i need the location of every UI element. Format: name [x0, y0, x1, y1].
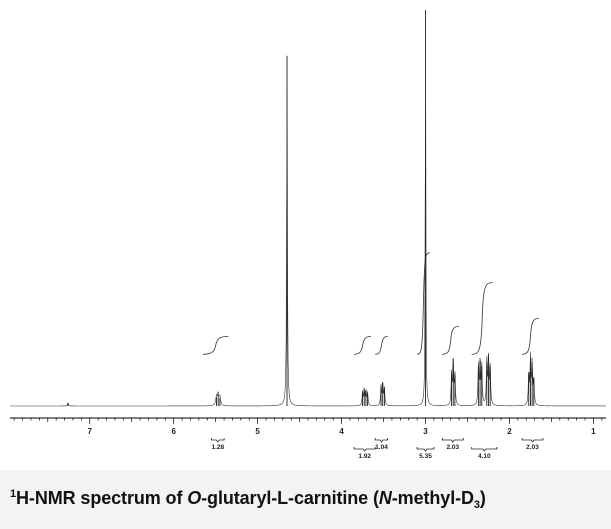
integration-value: 2.03 [526, 444, 539, 451]
integration-bracket [471, 447, 498, 452]
integral-curve [375, 336, 388, 355]
x-tick-label: 6 [171, 427, 176, 436]
caption-text-1: H-NMR spectrum of [16, 488, 188, 508]
caption-superscript: 1 [10, 488, 17, 500]
chart-caption: 1H-NMR spectrum of O-glutaryl-L-carnitin… [10, 488, 486, 511]
integration-bracket [441, 438, 464, 443]
integral-curves [203, 252, 539, 355]
integration-value: 1.92 [358, 453, 371, 460]
integral-curve [417, 252, 430, 355]
integration-bracket [521, 438, 544, 443]
x-tick-label: 2 [507, 427, 512, 436]
integration-bracket [416, 447, 435, 452]
integration-value: 1.28 [211, 444, 224, 451]
integral-curve [354, 336, 372, 355]
integration-value: 1.04 [375, 444, 388, 451]
nmr-plot: 7 6 5 4 3 2 1 1.28 1.92 1.04 5.35 2.03 4.10 2.03 [0, 0, 611, 470]
x-axis: 7 6 5 4 3 2 1 [10, 417, 606, 436]
x-tick-label: 7 [88, 427, 93, 436]
x-tick-label: 4 [339, 427, 344, 436]
caption-text-3: -methyl-D [391, 488, 474, 508]
integral-curve [203, 336, 229, 355]
x-tick-label: 1 [591, 427, 596, 436]
caption-subscript: 3 [473, 499, 480, 511]
integration-bracket [374, 438, 389, 443]
integral-curve [522, 318, 539, 355]
integration-value: 2.03 [446, 444, 459, 451]
caption-text-2: -glutaryl-L-carnitine ( [201, 488, 379, 508]
integration-brackets: 1.28 1.92 1.04 5.35 2.03 4.10 2.03 [211, 438, 544, 460]
caption-text-4: ) [479, 488, 486, 508]
integration-bracket [353, 447, 376, 452]
nmr-spectrum-chart: 7 6 5 4 3 2 1 1.28 1.92 1.04 5.35 2.03 4.10 2.03 [10, 9, 606, 460]
spectrum-baseline-trace [10, 84, 606, 407]
integration-bracket [211, 438, 225, 443]
integration-value: 4.10 [478, 453, 491, 460]
caption-italic-2: N [378, 488, 392, 508]
x-tick-label: 5 [255, 427, 260, 436]
integration-value: 5.35 [419, 453, 432, 460]
spectrum-trace [10, 9, 606, 407]
integral-curve [471, 282, 493, 355]
x-tick-label: 3 [423, 427, 428, 436]
caption-italic-1: O [187, 488, 202, 508]
integral-curve [442, 326, 460, 355]
